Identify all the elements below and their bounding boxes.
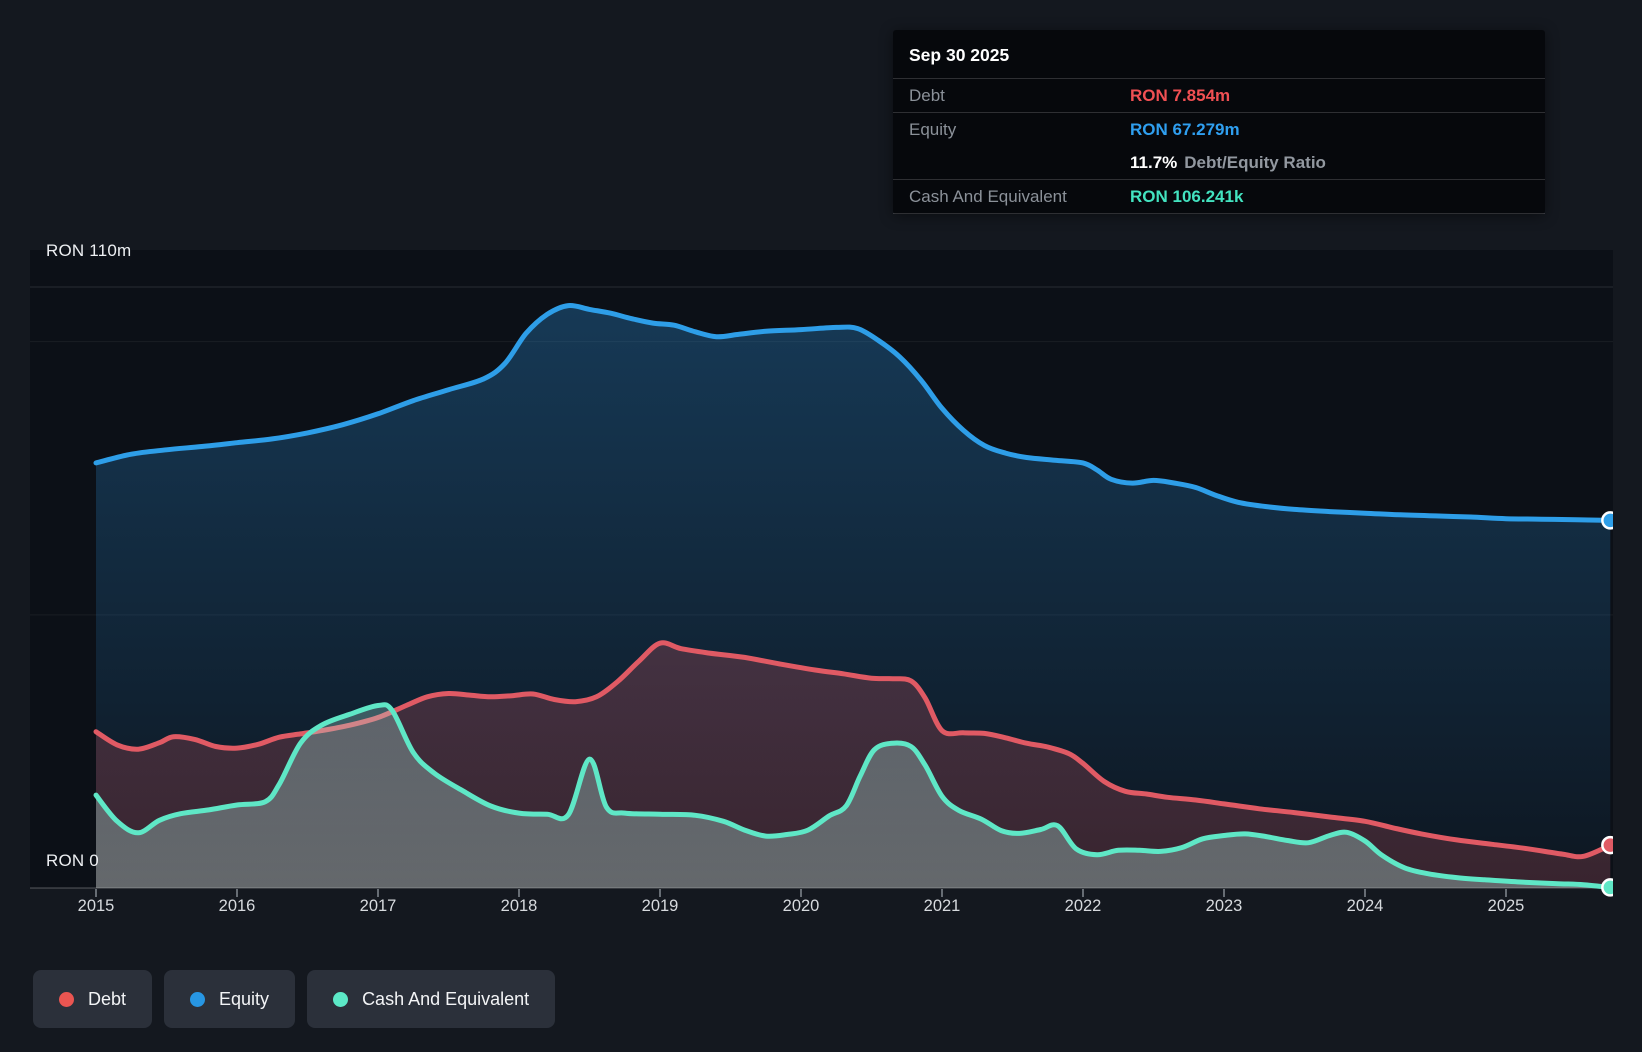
legend-item-equity[interactable]: Equity <box>164 970 296 1028</box>
equity-line[interactable] <box>93 302 1613 523</box>
y-axis-max-label: RON 110m <box>46 241 132 260</box>
legend-equity-label: Equity <box>219 988 270 1009</box>
tooltip-row-ratio: 11.7% Debt/Equity Ratio <box>893 146 1545 180</box>
tooltip-ratio-value: 11.7% <box>1130 152 1178 172</box>
x-axis-label-2019: 2019 <box>641 897 679 915</box>
cash-series-dot-icon <box>333 991 349 1007</box>
tooltip-debt-value: RON 7.854m <box>1130 85 1231 105</box>
x-axis: 2015 2016 2017 2018 2019 2020 2021 2022 2023 2024… <box>0 897 1642 921</box>
tooltip-row-equity: Equity RON 67.279m <box>893 113 1545 146</box>
equity-endpoint-marker[interactable] <box>1601 511 1618 530</box>
tooltip-cash-value: RON 106.241k <box>1130 186 1244 206</box>
tooltip-row-debt: Debt RON 7.854m <box>893 79 1545 113</box>
debt-series-dot-icon <box>59 991 74 1007</box>
x-axis-label-2025: 2025 <box>1487 897 1525 915</box>
tooltip-row-cash: Cash And Equivalent RON 106.241k <box>893 180 1545 214</box>
cash-and-equivalent-line[interactable] <box>93 702 1613 890</box>
tooltip-cash-label: Cash And Equivalent <box>909 186 1067 206</box>
x-axis-label-2022: 2022 <box>1064 897 1102 915</box>
x-axis-label-2016: 2016 <box>218 897 256 915</box>
tooltip-date: Sep 30 2025 <box>893 30 1545 79</box>
tooltip-debt-label: Debt <box>909 85 945 105</box>
x-axis-label-2017: 2017 <box>359 897 397 915</box>
x-axis-label-2023: 2023 <box>1205 897 1243 915</box>
equity-series-dot-icon <box>190 991 206 1007</box>
legend-cash-label: Cash And Equivalent <box>362 988 530 1009</box>
x-axis-label-2021: 2021 <box>923 897 961 915</box>
tooltip-equity-value: RON 67.279m <box>1130 119 1240 139</box>
tooltip-ratio-label: Debt/Equity Ratio <box>1184 152 1326 172</box>
x-axis-label-2024: 2024 <box>1346 897 1384 915</box>
legend-item-cash[interactable]: Cash And Equivalent <box>307 970 556 1028</box>
x-axis-label-2015: 2015 <box>77 897 115 915</box>
x-axis-label-2018: 2018 <box>500 897 538 915</box>
y-axis-zero-label: RON 0 <box>46 851 99 870</box>
debt-endpoint-marker[interactable] <box>1601 835 1618 855</box>
chart-tooltip: Sep 30 2025 Debt RON 7.854m Equity RON 6… <box>893 30 1545 214</box>
x-axis-label-2020: 2020 <box>782 897 820 915</box>
legend-item-debt[interactable]: Debt <box>33 970 153 1028</box>
legend-debt-label: Debt <box>88 988 127 1009</box>
chart-legend: Debt Equity Cash And Equivalent <box>33 970 556 1028</box>
tooltip-equity-label: Equity <box>909 119 957 139</box>
cash-and-equivalent-endpoint-marker[interactable] <box>1601 878 1618 897</box>
